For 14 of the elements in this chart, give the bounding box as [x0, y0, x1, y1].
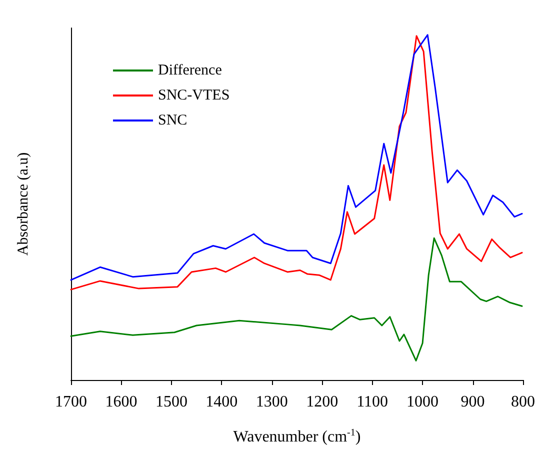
x-tick-label: 800 — [511, 394, 535, 410]
legend-label: SNC — [158, 112, 188, 128]
x-tick-label: 1500 — [155, 394, 188, 410]
y-axis-title: Absorbance (a.u) — [16, 152, 32, 256]
x-tick-label: 1300 — [256, 394, 288, 410]
legend-label: Difference — [158, 62, 222, 78]
x-tick-label: 1400 — [206, 394, 238, 410]
x-tick-label: 1200 — [306, 394, 338, 410]
x-tick-label: 1100 — [356, 394, 388, 410]
x-tick-label: 1000 — [406, 394, 439, 410]
x-tick-label: 1700 — [55, 394, 87, 410]
x-tick-label: 900 — [460, 394, 485, 410]
x-tick-label: 1600 — [105, 394, 138, 410]
legend-label: SNC-VTES — [158, 88, 230, 104]
